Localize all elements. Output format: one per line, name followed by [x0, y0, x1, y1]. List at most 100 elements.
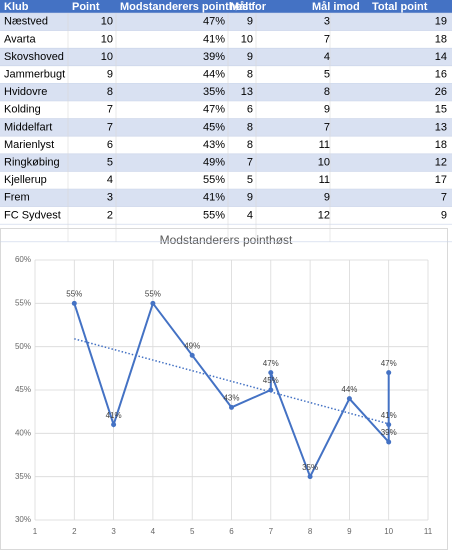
header-cell: Total point — [372, 1, 428, 13]
x-tick-label: 6 — [229, 527, 234, 536]
cell: 9 — [324, 104, 330, 116]
y-tick-label: 55% — [15, 298, 31, 307]
row-bg — [0, 65, 452, 84]
cell: 9 — [441, 209, 447, 221]
header-cell: Mål imod — [312, 1, 360, 13]
cell: 4 — [107, 174, 113, 186]
point — [71, 300, 77, 306]
x-tick-label: 5 — [190, 527, 195, 536]
point — [346, 396, 352, 402]
cell: 15 — [435, 104, 447, 116]
data-label: 49% — [184, 341, 200, 350]
cell: 39% — [203, 51, 225, 63]
x-tick-label: 8 — [308, 527, 313, 536]
cell: 11 — [319, 174, 330, 186]
cell: 8 — [247, 139, 253, 151]
cell: 9 — [324, 192, 330, 204]
cell: 5 — [324, 69, 330, 81]
cell: 8 — [247, 121, 253, 133]
cell: 7 — [324, 121, 330, 133]
data-label: 35% — [302, 463, 318, 472]
row-bg — [0, 189, 452, 207]
cell: 45% — [203, 121, 225, 133]
y-tick-label: 60% — [15, 255, 31, 264]
cell: Frem — [4, 192, 30, 204]
row-bg — [0, 136, 452, 154]
cell: 8 — [107, 86, 113, 98]
cell: 7 — [324, 33, 330, 45]
x-tick-label: 1 — [33, 527, 38, 536]
cell: Kjellerup — [4, 174, 47, 186]
cell: 9 — [107, 69, 113, 81]
cell: 49% — [203, 157, 225, 169]
row-bg — [0, 48, 452, 66]
cell: 8 — [247, 69, 253, 81]
x-tick-label: 10 — [384, 527, 393, 536]
data-label: 41% — [381, 411, 397, 420]
cell: 9 — [247, 51, 253, 63]
cell: 16 — [435, 69, 447, 81]
point — [386, 370, 392, 376]
cell: Kolding — [4, 104, 41, 116]
cell: 18 — [435, 33, 447, 45]
header-cell: Point — [72, 1, 100, 13]
cell: 13 — [241, 86, 253, 98]
cell: 47% — [203, 16, 225, 28]
cell: 14 — [435, 51, 447, 63]
cell: 43% — [203, 139, 225, 151]
cell: 10 — [318, 157, 330, 169]
cell: 2 — [107, 209, 113, 221]
data-label: 55% — [66, 289, 82, 298]
cell: Skovshoved — [4, 51, 64, 63]
data-label: 44% — [341, 385, 357, 394]
cell: 19 — [435, 16, 447, 28]
cell: 41% — [203, 192, 225, 204]
point — [307, 474, 313, 480]
cell: 12 — [435, 157, 447, 169]
point — [229, 404, 234, 410]
cell: 7 — [107, 121, 113, 133]
row-bg — [0, 30, 452, 49]
cell: 7 — [107, 104, 113, 116]
cell: 3 — [324, 16, 330, 28]
x-tick-label: 9 — [347, 527, 352, 536]
data-label: 47% — [381, 359, 397, 368]
y-tick-label: 50% — [15, 342, 31, 351]
cell: 9 — [247, 16, 253, 28]
cell: 10 — [101, 51, 113, 63]
y-tick-label: 35% — [15, 472, 31, 481]
point — [189, 352, 195, 358]
cell: 35% — [203, 86, 225, 98]
data-label: 45% — [263, 376, 279, 385]
cell: 11 — [319, 139, 330, 151]
data-label: 39% — [381, 428, 397, 437]
x-tick-label: 4 — [151, 527, 156, 536]
point — [386, 439, 392, 445]
header-cell: Mål for — [230, 1, 267, 13]
x-tick-label: 3 — [111, 527, 116, 536]
data-label: 55% — [145, 289, 161, 298]
point — [150, 300, 156, 306]
cell: Ringkøbing — [4, 157, 60, 169]
cell: 7 — [247, 157, 253, 169]
data-label: 47% — [263, 359, 279, 368]
x-tick-label: 7 — [269, 527, 274, 536]
row-bg — [0, 171, 452, 189]
y-tick-label: 45% — [15, 385, 31, 394]
cell: Avarta — [4, 33, 36, 45]
cell: 4 — [324, 51, 330, 63]
header-cell: Klub — [4, 1, 29, 13]
cell: 10 — [241, 33, 253, 45]
row-bg — [0, 153, 452, 172]
cell: Hvidovre — [4, 86, 47, 98]
cell: 10 — [101, 16, 113, 28]
cell: 9 — [247, 192, 253, 204]
cell: FC Sydvest — [4, 209, 61, 221]
chart-area — [0, 228, 448, 550]
point — [268, 370, 274, 376]
cell: 5 — [247, 174, 253, 186]
header-row — [0, 0, 452, 13]
data-label: 43% — [223, 393, 239, 402]
